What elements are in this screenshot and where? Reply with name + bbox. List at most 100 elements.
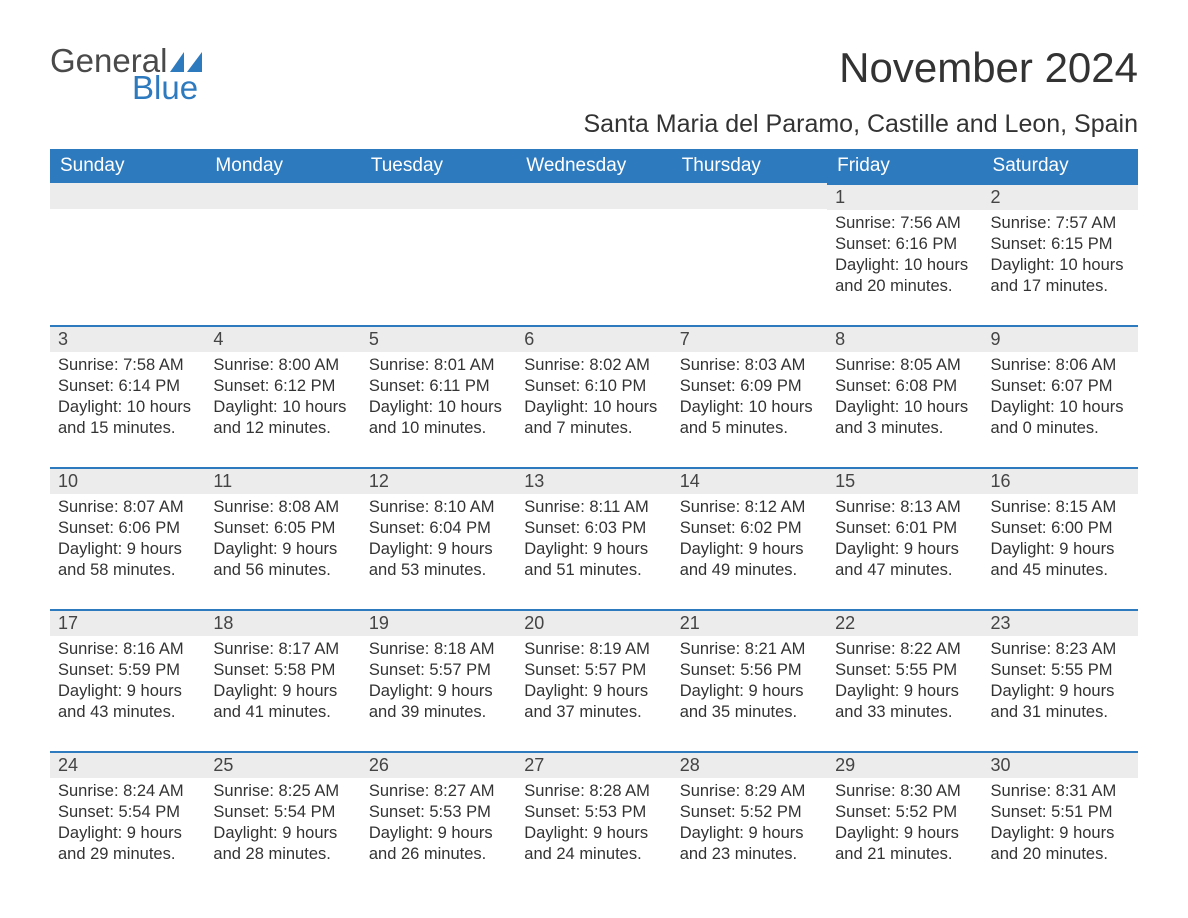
day-number: 7 xyxy=(672,325,827,352)
sunrise-text: Sunrise: 8:03 AM xyxy=(680,355,819,376)
sunrise-text: Sunrise: 8:05 AM xyxy=(835,355,974,376)
day-details: Sunrise: 8:15 AMSunset: 6:00 PMDaylight:… xyxy=(983,494,1138,585)
calendar-day-cell: 27Sunrise: 8:28 AMSunset: 5:53 PMDayligh… xyxy=(516,751,671,893)
sunset-text: Sunset: 5:52 PM xyxy=(835,802,974,823)
daylight-text: Daylight: 10 hours and 20 minutes. xyxy=(835,255,974,297)
day-number: 15 xyxy=(827,467,982,494)
sunset-text: Sunset: 5:54 PM xyxy=(58,802,197,823)
day-details: Sunrise: 8:08 AMSunset: 6:05 PMDaylight:… xyxy=(205,494,360,585)
sunrise-text: Sunrise: 8:15 AM xyxy=(991,497,1130,518)
logo-word-blue: Blue xyxy=(132,71,202,104)
day-number: 4 xyxy=(205,325,360,352)
sunset-text: Sunset: 5:54 PM xyxy=(213,802,352,823)
day-details: Sunrise: 8:19 AMSunset: 5:57 PMDaylight:… xyxy=(516,636,671,727)
sunset-text: Sunset: 6:06 PM xyxy=(58,518,197,539)
calendar-day-cell: 30Sunrise: 8:31 AMSunset: 5:51 PMDayligh… xyxy=(983,751,1138,893)
header-row: General Blue November 2024 xyxy=(50,44,1138,104)
day-number: 22 xyxy=(827,609,982,636)
sunset-text: Sunset: 6:05 PM xyxy=(213,518,352,539)
sail-icon xyxy=(170,52,202,72)
day-number: 17 xyxy=(50,609,205,636)
weekday-header: Sunday xyxy=(50,149,205,183)
sunrise-text: Sunrise: 8:27 AM xyxy=(369,781,508,802)
day-number: 26 xyxy=(361,751,516,778)
day-number: 8 xyxy=(827,325,982,352)
calendar-day-cell: 29Sunrise: 8:30 AMSunset: 5:52 PMDayligh… xyxy=(827,751,982,893)
calendar-day-cell xyxy=(205,183,360,325)
sunset-text: Sunset: 5:52 PM xyxy=(680,802,819,823)
day-number: 13 xyxy=(516,467,671,494)
day-details: Sunrise: 8:07 AMSunset: 6:06 PMDaylight:… xyxy=(50,494,205,585)
daylight-text: Daylight: 9 hours and 37 minutes. xyxy=(524,681,663,723)
day-details: Sunrise: 8:22 AMSunset: 5:55 PMDaylight:… xyxy=(827,636,982,727)
day-details: Sunrise: 7:56 AMSunset: 6:16 PMDaylight:… xyxy=(827,210,982,301)
daylight-text: Daylight: 9 hours and 21 minutes. xyxy=(835,823,974,865)
weekday-header: Monday xyxy=(205,149,360,183)
day-details: Sunrise: 7:58 AMSunset: 6:14 PMDaylight:… xyxy=(50,352,205,443)
day-details: Sunrise: 8:01 AMSunset: 6:11 PMDaylight:… xyxy=(361,352,516,443)
weekday-header: Tuesday xyxy=(361,149,516,183)
sunrise-text: Sunrise: 8:21 AM xyxy=(680,639,819,660)
sunrise-text: Sunrise: 8:24 AM xyxy=(58,781,197,802)
sunset-text: Sunset: 5:58 PM xyxy=(213,660,352,681)
daylight-text: Daylight: 9 hours and 43 minutes. xyxy=(58,681,197,723)
sunrise-text: Sunrise: 8:29 AM xyxy=(680,781,819,802)
sunset-text: Sunset: 5:53 PM xyxy=(524,802,663,823)
daylight-text: Daylight: 10 hours and 12 minutes. xyxy=(213,397,352,439)
sunset-text: Sunset: 6:02 PM xyxy=(680,518,819,539)
day-details: Sunrise: 8:05 AMSunset: 6:08 PMDaylight:… xyxy=(827,352,982,443)
day-details: Sunrise: 8:03 AMSunset: 6:09 PMDaylight:… xyxy=(672,352,827,443)
calendar-day-cell xyxy=(50,183,205,325)
sunrise-text: Sunrise: 8:16 AM xyxy=(58,639,197,660)
daylight-text: Daylight: 9 hours and 39 minutes. xyxy=(369,681,508,723)
calendar-week-row: 17Sunrise: 8:16 AMSunset: 5:59 PMDayligh… xyxy=(50,609,1138,751)
sunrise-text: Sunrise: 8:17 AM xyxy=(213,639,352,660)
daylight-text: Daylight: 9 hours and 26 minutes. xyxy=(369,823,508,865)
sunrise-text: Sunrise: 8:30 AM xyxy=(835,781,974,802)
calendar-day-cell: 16Sunrise: 8:15 AMSunset: 6:00 PMDayligh… xyxy=(983,467,1138,609)
daylight-text: Daylight: 9 hours and 58 minutes. xyxy=(58,539,197,581)
empty-day xyxy=(361,183,516,209)
day-details: Sunrise: 8:29 AMSunset: 5:52 PMDaylight:… xyxy=(672,778,827,869)
sunrise-text: Sunrise: 8:08 AM xyxy=(213,497,352,518)
sunset-text: Sunset: 5:56 PM xyxy=(680,660,819,681)
daylight-text: Daylight: 9 hours and 20 minutes. xyxy=(991,823,1130,865)
daylight-text: Daylight: 9 hours and 28 minutes. xyxy=(213,823,352,865)
sunrise-text: Sunrise: 8:06 AM xyxy=(991,355,1130,376)
sunrise-text: Sunrise: 7:58 AM xyxy=(58,355,197,376)
calendar-day-cell: 7Sunrise: 8:03 AMSunset: 6:09 PMDaylight… xyxy=(672,325,827,467)
day-details: Sunrise: 8:18 AMSunset: 5:57 PMDaylight:… xyxy=(361,636,516,727)
sunrise-text: Sunrise: 8:25 AM xyxy=(213,781,352,802)
calendar-day-cell: 2Sunrise: 7:57 AMSunset: 6:15 PMDaylight… xyxy=(983,183,1138,325)
day-number: 23 xyxy=(983,609,1138,636)
calendar-day-cell: 3Sunrise: 7:58 AMSunset: 6:14 PMDaylight… xyxy=(50,325,205,467)
daylight-text: Daylight: 9 hours and 31 minutes. xyxy=(991,681,1130,723)
calendar-week-row: 24Sunrise: 8:24 AMSunset: 5:54 PMDayligh… xyxy=(50,751,1138,893)
calendar-day-cell: 21Sunrise: 8:21 AMSunset: 5:56 PMDayligh… xyxy=(672,609,827,751)
sunset-text: Sunset: 6:07 PM xyxy=(991,376,1130,397)
day-number: 6 xyxy=(516,325,671,352)
daylight-text: Daylight: 10 hours and 7 minutes. xyxy=(524,397,663,439)
sunset-text: Sunset: 6:03 PM xyxy=(524,518,663,539)
day-details: Sunrise: 8:06 AMSunset: 6:07 PMDaylight:… xyxy=(983,352,1138,443)
day-details: Sunrise: 8:00 AMSunset: 6:12 PMDaylight:… xyxy=(205,352,360,443)
sunset-text: Sunset: 6:15 PM xyxy=(991,234,1130,255)
day-number: 2 xyxy=(983,183,1138,210)
sunrise-text: Sunrise: 8:18 AM xyxy=(369,639,508,660)
daylight-text: Daylight: 9 hours and 23 minutes. xyxy=(680,823,819,865)
daylight-text: Daylight: 9 hours and 53 minutes. xyxy=(369,539,508,581)
day-details: Sunrise: 8:31 AMSunset: 5:51 PMDaylight:… xyxy=(983,778,1138,869)
sunset-text: Sunset: 6:08 PM xyxy=(835,376,974,397)
daylight-text: Daylight: 10 hours and 17 minutes. xyxy=(991,255,1130,297)
daylight-text: Daylight: 9 hours and 41 minutes. xyxy=(213,681,352,723)
sunset-text: Sunset: 5:59 PM xyxy=(58,660,197,681)
empty-day xyxy=(516,183,671,209)
calendar-day-cell: 28Sunrise: 8:29 AMSunset: 5:52 PMDayligh… xyxy=(672,751,827,893)
daylight-text: Daylight: 10 hours and 10 minutes. xyxy=(369,397,508,439)
day-number: 16 xyxy=(983,467,1138,494)
calendar-day-cell: 22Sunrise: 8:22 AMSunset: 5:55 PMDayligh… xyxy=(827,609,982,751)
empty-day xyxy=(50,183,205,209)
daylight-text: Daylight: 9 hours and 45 minutes. xyxy=(991,539,1130,581)
daylight-text: Daylight: 10 hours and 15 minutes. xyxy=(58,397,197,439)
day-details: Sunrise: 8:25 AMSunset: 5:54 PMDaylight:… xyxy=(205,778,360,869)
